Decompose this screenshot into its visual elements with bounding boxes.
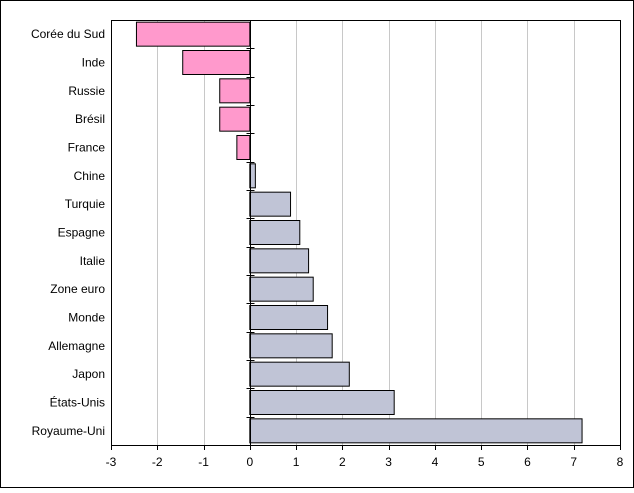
bar-france [236, 135, 251, 160]
axes [111, 20, 621, 450]
category-label: Zone euro [50, 282, 105, 296]
bar-chine [249, 163, 256, 189]
bar-turquie [249, 191, 292, 217]
bars [135, 21, 583, 444]
category-label: Italie [80, 254, 106, 268]
x-tick-label: -2 [152, 455, 163, 469]
x-tick-label: 1 [293, 455, 300, 469]
bar-japon [249, 361, 350, 387]
x-tick-label: -3 [106, 455, 117, 469]
bar-italie [249, 248, 310, 274]
x-tick-label: -1 [198, 455, 209, 469]
bar-br-sil [219, 106, 251, 132]
x-tick-label: 3 [385, 455, 392, 469]
category-label: États-Unis [50, 395, 105, 410]
bar--tats-unis [249, 390, 395, 415]
category-label: Chine [74, 169, 106, 183]
x-tick-label: 2 [339, 455, 346, 469]
category-label: Turquie [65, 197, 106, 211]
bar-inde [182, 50, 251, 75]
x-tick-label: 7 [570, 455, 577, 469]
bar-russie [219, 78, 251, 104]
x-tick-label: 0 [246, 455, 253, 469]
x-tick-label: 8 [617, 455, 624, 469]
category-label: Allemagne [48, 339, 105, 353]
bar-zone-euro [249, 276, 314, 302]
category-label: Russie [68, 84, 105, 98]
category-label: France [68, 141, 106, 155]
category-label: Inde [82, 56, 106, 70]
bar-allemagne [249, 333, 333, 359]
bar-royaume-uni [249, 418, 583, 444]
category-label: Royaume-Uni [32, 424, 105, 438]
x-tick-label: 5 [478, 455, 485, 469]
category-label: Monde [68, 311, 105, 325]
bar-cor-e-du-sud [135, 21, 251, 47]
x-tick-label: 4 [432, 455, 439, 469]
x-tick-label: 6 [524, 455, 531, 469]
labels: Corée du Sud Inde Russie Brésil France Chine T… [31, 27, 624, 469]
category-label: Japon [72, 367, 105, 381]
category-label: Brésil [75, 112, 105, 126]
bar-espagne [249, 220, 301, 245]
bar-monde [249, 305, 329, 330]
category-label: Espagne [58, 226, 106, 240]
plot-area-frame [111, 20, 621, 446]
category-label: Corée du Sud [31, 27, 105, 41]
